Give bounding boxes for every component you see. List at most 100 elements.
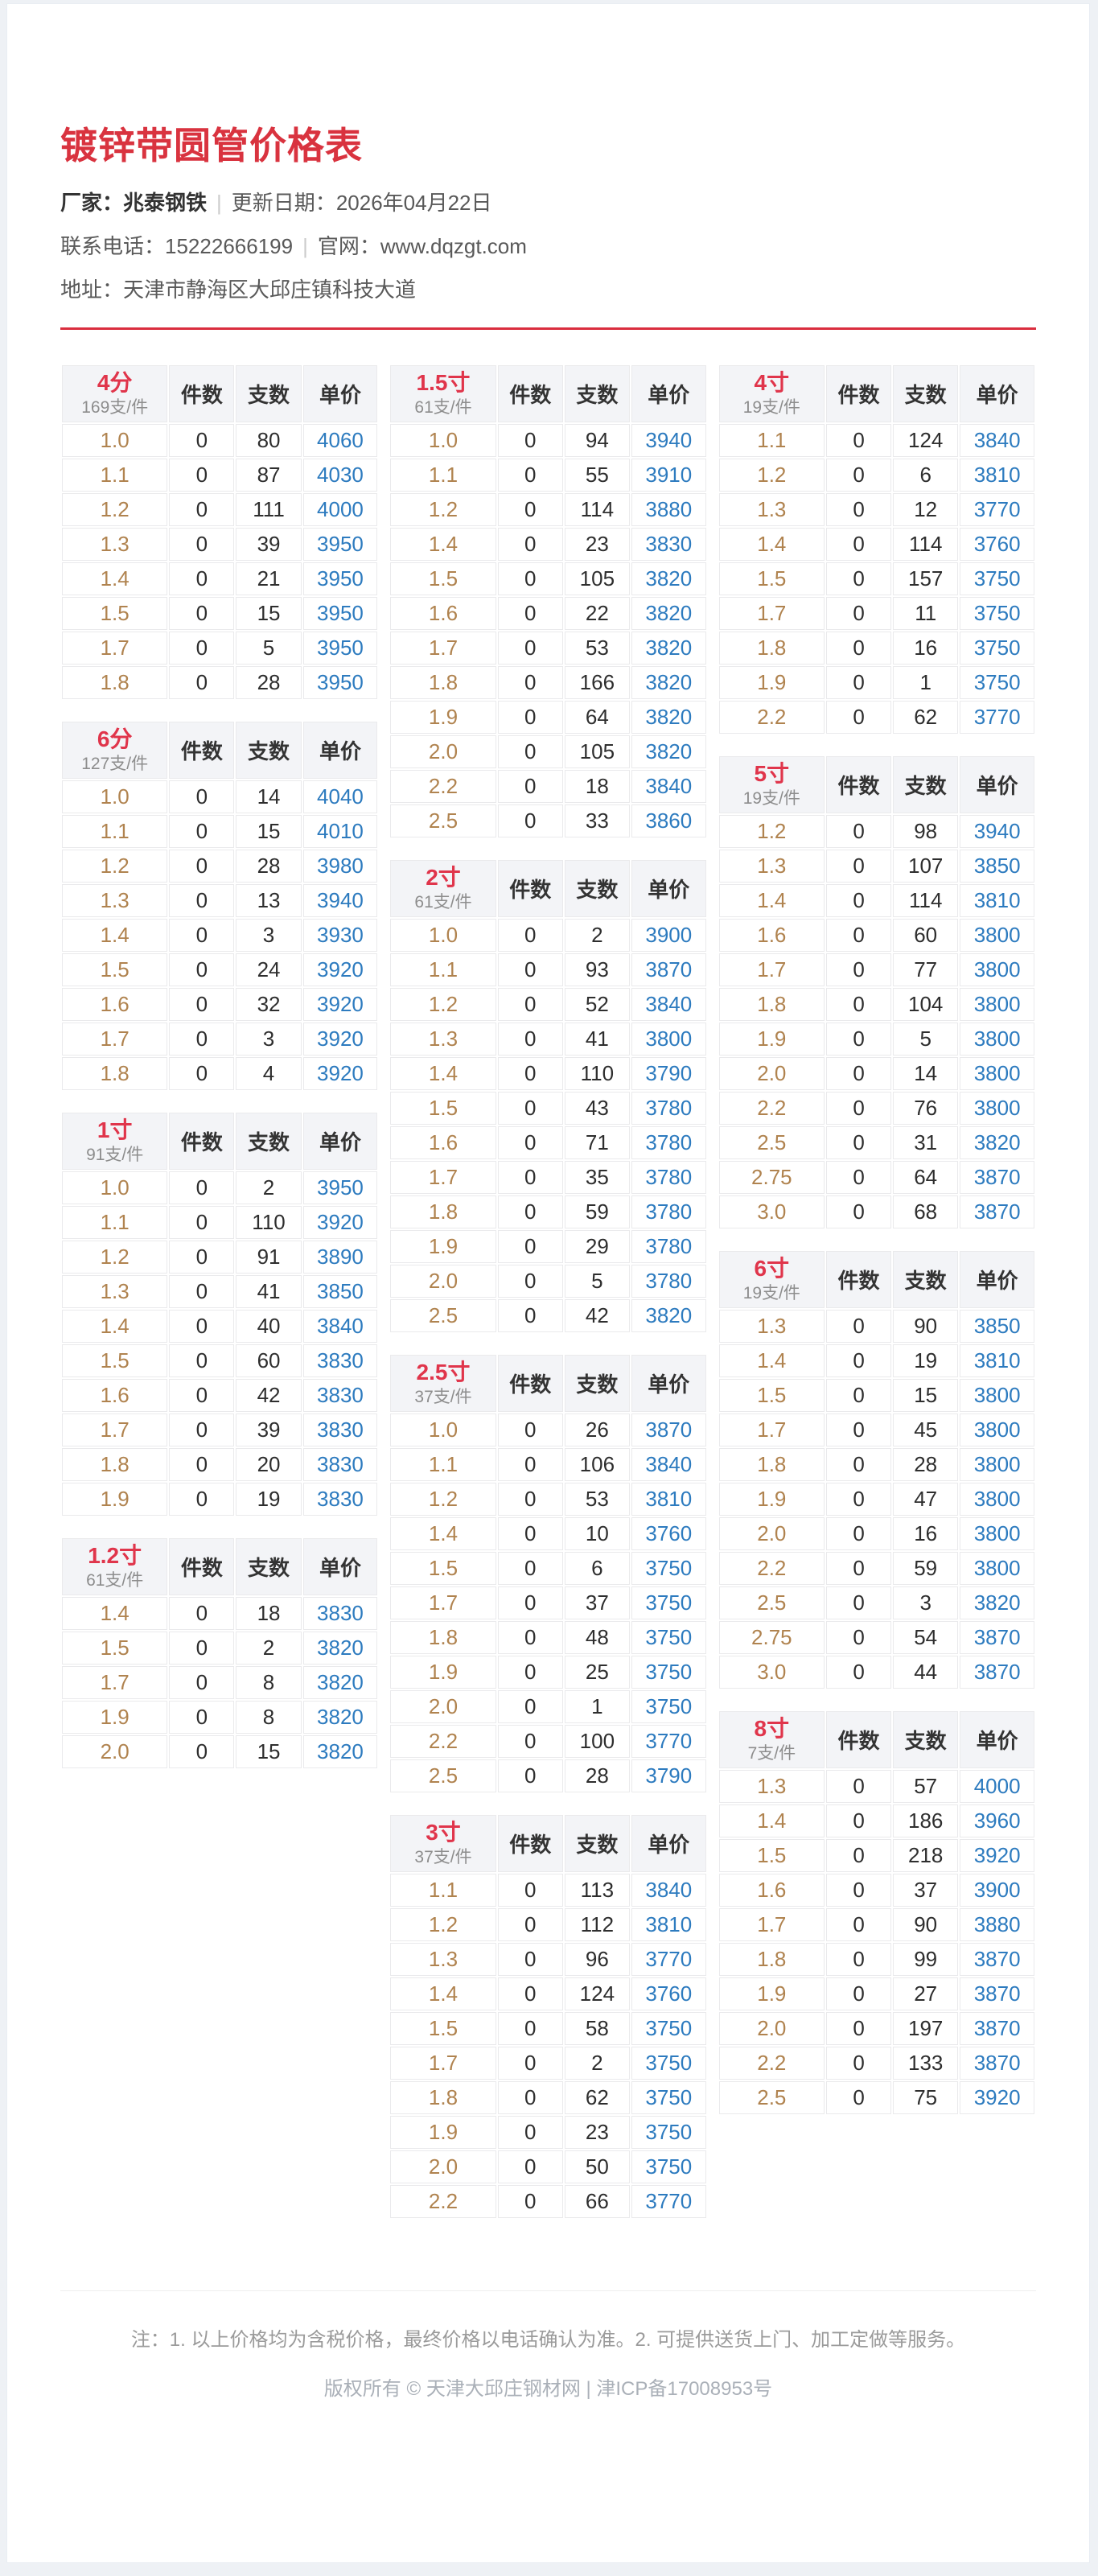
phone-label: 联系电话： — [60, 234, 166, 258]
price-cell: 3900 — [960, 1874, 1034, 1907]
table-row: 1.7 0 77 3800 — [718, 953, 1034, 986]
price-cell: 3920 — [302, 1023, 378, 1056]
table-row: 1.6 0 37 3900 — [718, 1874, 1034, 1907]
red-divider — [60, 327, 1036, 330]
table-row: 1.7 0 2 3750 — [390, 2047, 706, 2080]
price-cell: 3780 — [631, 1092, 706, 1125]
size-cell: 1.4 — [718, 884, 825, 917]
table-row: 1.5 0 15 3800 — [718, 1379, 1034, 1412]
table-header-row: 4寸 19支/件 件数 支数 单价 — [718, 365, 1034, 422]
pieces-cell: 0 — [497, 1230, 563, 1263]
column-header: 支数 — [893, 365, 959, 422]
count-cell: 1 — [893, 666, 959, 699]
size-cell: 2.0 — [718, 1517, 825, 1550]
info-line-contact: 联系电话：15222666199 | 官网：www.dqzgt.com — [60, 234, 1036, 258]
price-cell: 3870 — [960, 2012, 1034, 2045]
size-cell: 2.5 — [718, 1586, 825, 1619]
count-cell: 2 — [564, 2047, 630, 2080]
pieces-cell: 0 — [169, 1344, 235, 1377]
pieces-cell: 0 — [826, 666, 892, 699]
table-row: 1.2 0 53 3810 — [390, 1483, 706, 1516]
pieces-cell: 0 — [826, 988, 892, 1021]
column-header: 件数 — [497, 860, 563, 917]
pieces-per-bundle: 127支/件 — [81, 755, 149, 773]
count-cell: 76 — [893, 1092, 959, 1125]
table-row: 1.2 0 112 3810 — [390, 1908, 706, 1941]
size-cell: 3.0 — [718, 1195, 825, 1228]
count-cell: 100 — [564, 1725, 630, 1758]
column-header: 支数 — [236, 722, 302, 779]
count-cell: 90 — [893, 1908, 959, 1941]
column-header: 支数 — [564, 1355, 630, 1412]
table-row: 1.8 0 4 3920 — [62, 1057, 378, 1090]
price-table: 1寸 91支/件 件数 支数 单价 1.0 0 2 3950 1.1 0 110 3920 1.2 0 91 3… — [60, 1111, 379, 1517]
pieces-cell: 0 — [497, 1759, 563, 1792]
pieces-cell: 0 — [497, 2081, 563, 2114]
count-cell: 42 — [236, 1379, 302, 1412]
table-row: 1.7 0 45 3800 — [718, 1414, 1034, 1446]
table-row: 1.6 0 60 3800 — [718, 919, 1034, 952]
size-cell: 1.6 — [718, 919, 825, 952]
price-cell: 3820 — [960, 1126, 1034, 1159]
table-row: 1.1 0 87 4030 — [62, 459, 378, 492]
table-row: 1.3 0 41 3800 — [390, 1023, 706, 1056]
pieces-cell: 0 — [826, 597, 892, 630]
table-header-row: 1.5寸 61支/件 件数 支数 单价 — [390, 365, 706, 422]
pieces-cell: 0 — [826, 1517, 892, 1550]
pieces-cell: 0 — [169, 1701, 235, 1734]
price-cell: 3750 — [960, 666, 1034, 699]
pieces-cell: 0 — [169, 1241, 235, 1274]
pieces-cell: 0 — [169, 1310, 235, 1343]
column-header: 件数 — [169, 365, 235, 422]
column-header: 支数 — [564, 365, 630, 422]
price-cell: 3800 — [960, 1517, 1034, 1550]
price-cell: 3800 — [960, 1379, 1034, 1412]
table-row: 1.4 0 40 3840 — [62, 1310, 378, 1343]
price-cell: 3820 — [302, 1666, 378, 1699]
price-cell: 3950 — [302, 562, 378, 595]
size-cell: 2.5 — [390, 804, 496, 837]
price-cell: 3800 — [960, 953, 1034, 986]
count-cell: 133 — [893, 2047, 959, 2080]
price-cell: 3850 — [960, 1310, 1034, 1343]
size-cell: 1.2 — [62, 850, 168, 883]
price-cell: 3800 — [960, 1448, 1034, 1481]
count-cell: 39 — [236, 1414, 302, 1446]
price-table: 4寸 19支/件 件数 支数 单价 1.1 0 124 3840 1.2 0 6 3810 1.3 0 12 3… — [718, 364, 1036, 735]
table-row: 2.0 0 105 3820 — [390, 735, 706, 768]
pieces-cell: 0 — [169, 493, 235, 526]
price-cell: 3820 — [302, 1701, 378, 1734]
count-cell: 14 — [236, 780, 302, 813]
size-cell: 1.7 — [390, 1586, 496, 1619]
price-cell: 3910 — [631, 459, 706, 492]
count-cell: 53 — [564, 1483, 630, 1516]
size-cell: 2.2 — [718, 2047, 825, 2080]
spec-header-cell: 2.5寸 37支/件 — [390, 1355, 496, 1412]
count-cell: 5 — [236, 632, 302, 665]
count-cell: 113 — [564, 1874, 630, 1907]
pieces-cell: 0 — [169, 424, 235, 457]
price-cell: 3830 — [302, 1597, 378, 1630]
table-row: 1.4 0 21 3950 — [62, 562, 378, 595]
pieces-cell: 0 — [826, 1839, 892, 1872]
size-cell: 1.9 — [718, 1483, 825, 1516]
table-row: 3.0 0 68 3870 — [718, 1195, 1034, 1228]
count-cell: 5 — [564, 1265, 630, 1298]
price-cell: 3840 — [631, 988, 706, 1021]
table-row: 1.4 0 110 3790 — [390, 1057, 706, 1090]
table-header-row: 6分 127支/件 件数 支数 单价 — [62, 722, 378, 779]
table-row: 1.8 0 62 3750 — [390, 2081, 706, 2114]
price-table: 4分 169支/件 件数 支数 单价 1.0 0 80 4060 1.1 0 87 4030 1.2 0 11… — [60, 364, 379, 701]
pieces-cell: 0 — [497, 2185, 563, 2218]
price-table: 2寸 61支/件 件数 支数 单价 1.0 0 2 3900 1.1 0 93 3870 1.2 0 52 38… — [389, 858, 707, 1334]
pieces-cell: 0 — [826, 424, 892, 457]
table-row: 1.7 0 37 3750 — [390, 1586, 706, 1619]
count-cell: 111 — [236, 493, 302, 526]
size-cell: 1.1 — [390, 1448, 496, 1481]
count-cell: 91 — [236, 1241, 302, 1274]
count-cell: 37 — [564, 1586, 630, 1619]
size-cell: 1.1 — [390, 459, 496, 492]
info-separator: | — [216, 191, 222, 215]
size-cell: 1.2 — [390, 1483, 496, 1516]
count-cell: 197 — [893, 2012, 959, 2045]
